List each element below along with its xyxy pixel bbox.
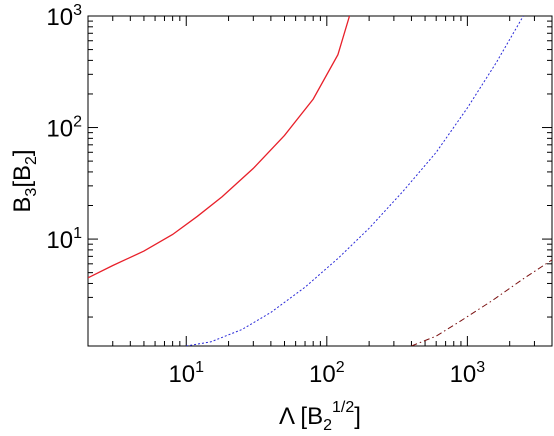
- x-axis-label-sup: 1/2: [332, 399, 354, 416]
- y-tick-exp: 1: [73, 225, 82, 242]
- x-tick-base: 10: [309, 361, 336, 388]
- series-line-3: [411, 259, 552, 346]
- x-axis-label-end: ]: [354, 403, 361, 430]
- x-tick-base: 10: [450, 361, 477, 388]
- y-tick-label: 103: [46, 2, 82, 31]
- series-layer: [88, 16, 552, 346]
- series-line-2: [186, 16, 524, 346]
- x-axis-label-main: Λ [B: [279, 403, 323, 430]
- plot-frame: [87, 15, 553, 347]
- x-tick-exp: 3: [476, 359, 485, 376]
- y-tick-base: 10: [46, 4, 73, 31]
- x-tick-base: 10: [168, 361, 195, 388]
- y-axis-label-sub1: 3: [23, 188, 40, 197]
- x-tick-label: 103: [450, 359, 486, 388]
- x-axis-label: Λ [B21/2]: [279, 399, 361, 434]
- series-line-1: [88, 16, 351, 279]
- y-tick-exp: 2: [73, 114, 82, 131]
- y-axis-label-mid: [B: [9, 165, 36, 188]
- minor-ticks: [87, 16, 553, 346]
- x-axis-label-sub: 2: [323, 417, 332, 434]
- y-tick-label: 102: [46, 114, 82, 143]
- major-ticks: [88, 15, 552, 346]
- y-axis-label-sub2: 2: [23, 156, 40, 165]
- y-tick-base: 10: [46, 116, 73, 143]
- y-axis-label: B3[B2]: [9, 149, 40, 212]
- y-axis-label-end: ]: [9, 149, 36, 156]
- y-tick-label: 101: [46, 225, 82, 254]
- x-tick-exp: 2: [336, 359, 345, 376]
- x-tick-label: 102: [309, 359, 345, 388]
- y-axis-label-b: B: [9, 197, 36, 213]
- y-tick-exp: 3: [73, 2, 82, 19]
- y-tick-base: 10: [46, 227, 73, 254]
- x-tick-exp: 1: [195, 359, 204, 376]
- x-tick-label: 101: [168, 359, 204, 388]
